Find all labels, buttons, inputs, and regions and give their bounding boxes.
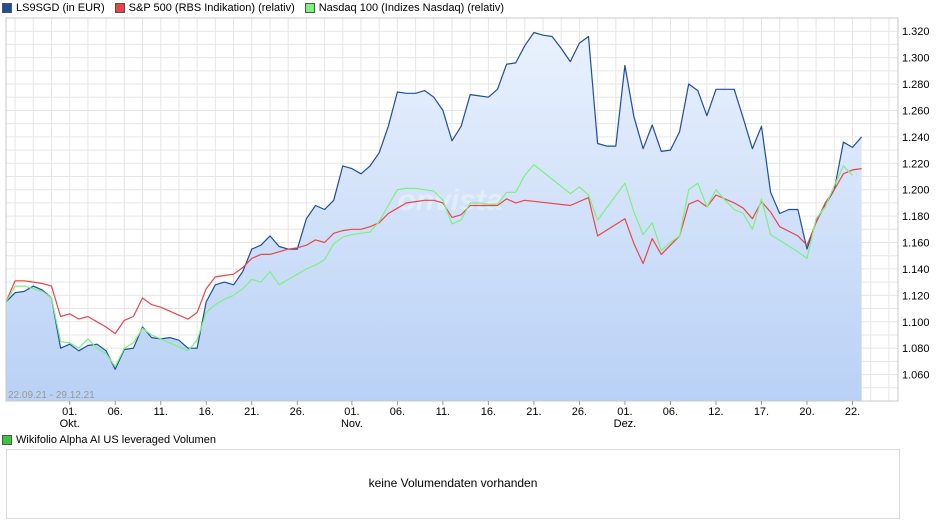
y-tick-label: 1.220: [902, 158, 930, 170]
x-tick-month-label: Dez.: [614, 418, 637, 430]
x-tick-label: 26.: [290, 406, 305, 418]
legend-swatch-sp500: [114, 3, 125, 13]
x-tick-label: 16.: [199, 406, 214, 418]
y-tick-label: 1.120: [902, 290, 930, 302]
x-tick-label: 12.: [708, 406, 723, 418]
x-tick-label: 06.: [390, 406, 405, 418]
volume-panel: keine Volumendaten vorhanden: [6, 449, 900, 519]
y-tick-label: 1.140: [902, 264, 930, 276]
x-tick-month-label: Okt.: [60, 418, 80, 430]
date-range-label: 22.09.21 - 29.12.21: [8, 390, 95, 401]
x-tick-label: 16.: [481, 406, 496, 418]
x-tick-month-label: Nov.: [341, 418, 363, 430]
legend-swatch-ls9sgd: [2, 3, 12, 13]
volume-legend: Wikifolio Alpha AI US leveraged Volumen: [2, 434, 216, 446]
legend-label-ls9sgd: LS9SGD (in EUR): [16, 2, 105, 14]
series-line-ls9sgd: [5, 31, 863, 370]
y-tick-label: 1.160: [902, 238, 930, 250]
legend-label-nasdaq: Nasdaq 100 (Indizes Nasdaq) (relativ): [318, 2, 504, 14]
y-tick-label: 1.080: [902, 343, 930, 355]
x-tick-label: 11.: [436, 406, 450, 418]
series-lines: [5, 31, 863, 370]
y-tick-label: 1.180: [902, 211, 930, 223]
x-tick-label: 06.: [108, 406, 123, 418]
volume-legend-label: Wikifolio Alpha AI US leveraged Volumen: [16, 434, 216, 446]
series-line-sp500: [5, 168, 862, 335]
x-tick-label: 01.: [344, 406, 359, 418]
legend-label-sp500: S&P 500 (RBS Indikation) (relativ): [128, 2, 295, 14]
x-tick-label: 06.: [663, 406, 678, 418]
legend-item-sp500[interactable]: S&P 500 (RBS Indikation) (relativ): [114, 2, 295, 14]
y-tick-label: 1.320: [902, 26, 930, 38]
x-tick-label: 26.: [572, 406, 587, 418]
x-tick-label: 22.: [845, 406, 860, 418]
y-tick-label: 1.300: [902, 53, 930, 65]
y-tick-label: 1.280: [902, 79, 930, 91]
y-tick-label: 1.200: [902, 185, 930, 197]
legend-item-nasdaq[interactable]: Nasdaq 100 (Indizes Nasdaq) (relativ): [304, 2, 504, 14]
y-axis-ticks: 1.060 1.080 1.100 1.120 1.140 1.160 1.180 1.200…: [902, 26, 930, 381]
x-tick-label: 21.: [526, 406, 541, 418]
watermark-text: onvista: [397, 184, 502, 217]
x-tick-label: 01.: [62, 406, 77, 418]
x-tick-label: 21.: [244, 406, 259, 418]
y-tick-label: 1.100: [902, 317, 930, 329]
area-ls9sgd: [6, 32, 862, 401]
volume-legend-swatch: [2, 435, 12, 445]
price-chart: onvista 1.0601.0801.1001.1201.1401.1601.…: [5, 17, 930, 430]
volume-empty-message: keine Volumendaten vorhanden: [368, 476, 538, 490]
x-tick-label: 11.: [153, 406, 167, 418]
legend-swatch-nasdaq: [304, 3, 315, 13]
area-fill: [6, 32, 862, 401]
series-line-nasdaq: [5, 164, 853, 368]
x-tick-label: 17.: [754, 406, 769, 418]
y-tick-label: 1.240: [902, 132, 930, 144]
chart-legend: LS9SGD (in EUR) S&P 500 (RBS Indikation)…: [2, 0, 514, 16]
x-tick-label: 01.: [617, 406, 632, 418]
y-tick-label: 1.060: [902, 370, 930, 382]
plot-frame: [5, 17, 899, 402]
legend-item-ls9sgd[interactable]: LS9SGD (in EUR): [2, 2, 105, 14]
x-tick-label: 20.: [799, 406, 814, 418]
x-axis-ticks: 01.Okt.06. 11. 16. 21. 26. 01.Nov.06. 11. 16. 21…: [60, 401, 860, 430]
y-tick-label: 1.260: [902, 105, 930, 117]
